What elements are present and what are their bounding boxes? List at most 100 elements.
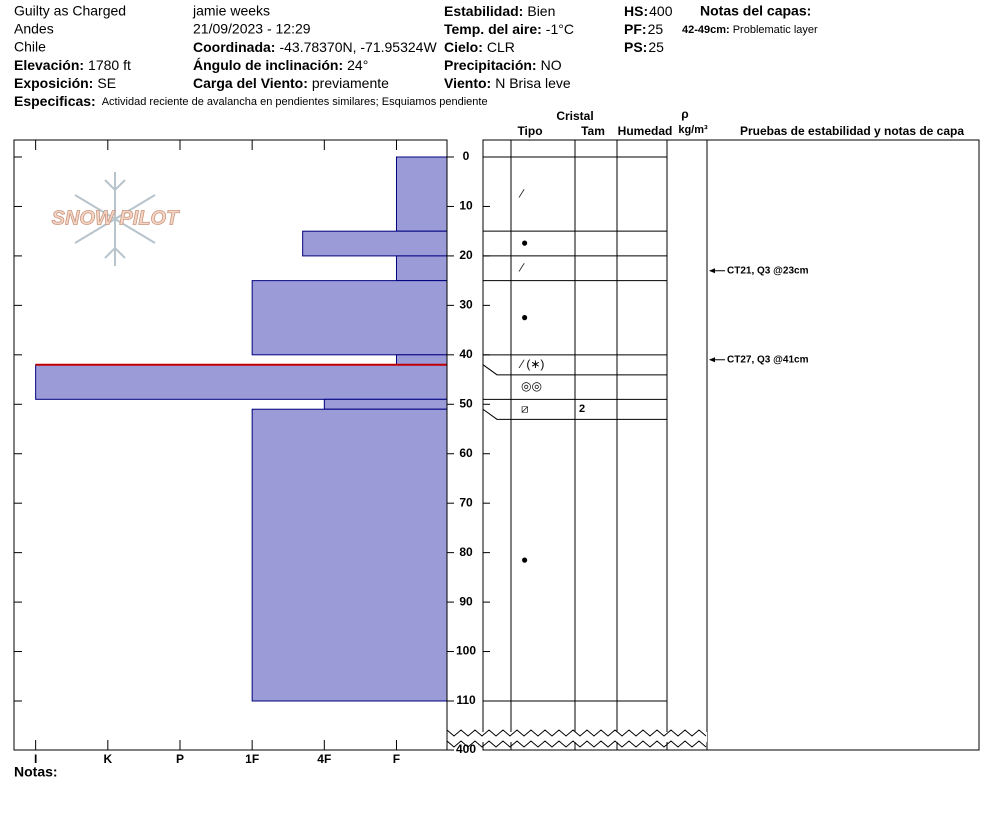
field-label: Exposición: <box>14 75 93 91</box>
x-tick-label: I <box>34 752 37 766</box>
hardness-bar <box>395 255 448 282</box>
y-tick-label: 90 <box>459 594 473 608</box>
field-label: Estabilidad: <box>444 3 523 19</box>
header-text: jamie weeks <box>192 3 270 19</box>
break-line <box>446 740 707 748</box>
header-text: Guilty as Charged <box>14 3 126 19</box>
table-header: Pruebas de estabilidad y notas de capa <box>740 124 964 138</box>
header-text: Chile <box>14 39 46 55</box>
logo-text: SNOW PILOT <box>52 207 180 229</box>
hardness-bar <box>323 398 448 410</box>
table-header: Tipo <box>517 124 542 138</box>
footer-notes: Notas: <box>14 764 58 780</box>
field-label: HS: <box>624 3 648 19</box>
hardness-bar <box>251 280 448 356</box>
field-value: N Brisa leve <box>495 75 571 91</box>
y-tick-label: 80 <box>459 545 473 559</box>
profile-frame <box>13 139 448 751</box>
x-tick-label: 4F <box>317 752 331 766</box>
header-field: Precipitación: NO <box>444 57 562 73</box>
header-field: Cielo: CLR <box>444 39 515 55</box>
y-tick-label: 110 <box>456 693 476 707</box>
layer-note: 42-49cm: Problematic layer <box>682 24 818 36</box>
header-field: Exposición: SE <box>14 75 116 91</box>
header-field: PF:25 <box>624 21 663 37</box>
grain-type: ∕ <box>518 260 525 274</box>
break-gap <box>448 732 707 742</box>
grain-type: ◎◎ <box>521 379 542 393</box>
header-field: Viento: N Brisa leve <box>444 75 571 91</box>
field-value: Actividad reciente de avalancha en pendi… <box>102 96 488 108</box>
field-label: Precipitación: <box>444 57 537 73</box>
y-tick-label: 100 <box>456 644 476 658</box>
header-text: 21/09/2023 - 12:29 <box>193 21 311 37</box>
hardness-bar <box>395 156 448 232</box>
field-value: Problematic layer <box>733 24 818 36</box>
notes-title: Notas del capas: <box>700 3 811 19</box>
grain-type: ● <box>521 552 528 566</box>
layer-connector <box>482 364 511 376</box>
hardness-bar <box>302 230 448 257</box>
y-tick-label: 20 <box>459 248 473 262</box>
field-value: CLR <box>487 39 515 55</box>
header-field: Estabilidad: Bien <box>444 3 555 19</box>
y-tick-label: 50 <box>459 396 473 410</box>
hardness-bar <box>35 364 448 400</box>
field-value: 400 <box>649 3 673 19</box>
header-field: PS:25 <box>624 39 664 55</box>
layer-connector <box>482 408 511 420</box>
y-tick-label: 30 <box>459 298 473 312</box>
table-header: ρ <box>681 107 688 121</box>
field-label: Elevación: <box>14 57 84 73</box>
x-tick-label: K <box>103 752 112 766</box>
grain-type: ● <box>521 310 528 324</box>
x-tick-label: 1F <box>245 752 259 766</box>
table-header: Humedad <box>618 124 673 138</box>
y-tick-label: 40 <box>459 347 473 361</box>
field-value: 25 <box>648 39 664 55</box>
field-value: SE <box>97 75 116 91</box>
field-label: Carga del Viento: <box>193 75 308 91</box>
header-field: Coordinada: -43.78370N, -71.95324W <box>193 39 437 55</box>
field-label: Especificas: <box>14 93 96 109</box>
header-field: HS:400 <box>624 3 673 19</box>
field-label: Cielo: <box>444 39 483 55</box>
field-label: PF: <box>624 21 647 37</box>
test-label: CT27, Q3 @41cm <box>727 354 809 365</box>
field-value: 1780 ft <box>88 57 131 73</box>
header-field: Temp. del aire: -1°C <box>444 21 574 37</box>
grain-type: ∕ (∗) <box>518 357 544 371</box>
field-value: -1°C <box>546 21 574 37</box>
header-field: Carga del Viento: previamente <box>193 75 389 91</box>
table-header: Tam <box>581 124 605 138</box>
header-field: Ángulo de inclinación: 24° <box>193 57 368 73</box>
field-value: previamente <box>312 75 389 91</box>
header-text: Andes <box>14 21 54 37</box>
y-tick-label: 70 <box>459 495 473 509</box>
y-tick-label: 0 <box>463 149 470 163</box>
hardness-bar <box>251 408 448 702</box>
table-header: kg/m³ <box>678 124 708 136</box>
x-tick-label: P <box>176 752 184 766</box>
test-arrowhead <box>709 357 715 363</box>
field-label: Coordinada: <box>193 39 275 55</box>
table-header: Cristal <box>556 109 593 123</box>
x-tick-label: F <box>393 752 400 766</box>
field-value: Bien <box>527 3 555 19</box>
table-frame <box>482 139 980 751</box>
hs-tick-label: 400 <box>456 742 476 756</box>
field-value: 24° <box>347 57 368 73</box>
grain-size: 2 <box>579 403 585 415</box>
y-tick-label: 10 <box>459 199 473 213</box>
test-arrowhead <box>709 268 715 274</box>
field-value: NO <box>541 57 562 73</box>
field-value: 25 <box>648 21 664 37</box>
grain-type: ⧄ <box>521 401 529 415</box>
field-label: PS: <box>624 39 647 55</box>
field-label: 42-49cm: <box>682 24 730 36</box>
hardness-bar <box>395 354 448 366</box>
grain-type: ∕ <box>518 186 525 200</box>
field-label: Temp. del aire: <box>444 21 542 37</box>
header-field: Elevación: 1780 ft <box>14 57 131 73</box>
